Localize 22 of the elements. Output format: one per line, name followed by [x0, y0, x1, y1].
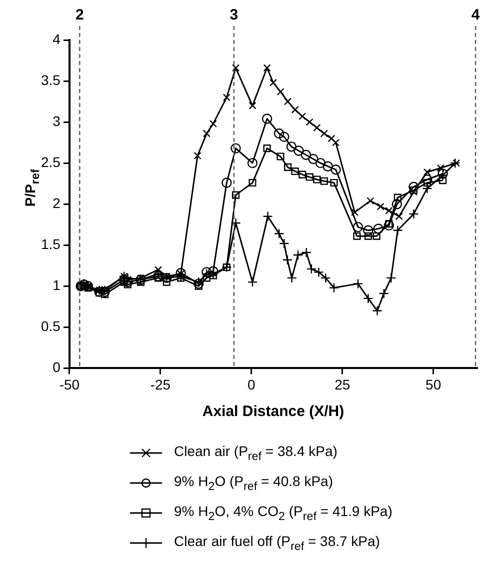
x-tick-label: 25 [334, 376, 350, 392]
text: 2 [75, 6, 84, 24]
y-tick-label: 4 [52, 30, 61, 47]
legend-label: 9% H$_{2}$O (P$_{ref}$ = 40.8 kPa) [174, 473, 333, 493]
legend-label: 9% H$_{2}$O, 4% CO$_{2}$ (P$_{ref}$ = 41.9 kPa) [174, 503, 392, 523]
y-tick-label: 1 [52, 277, 61, 294]
x-axis-title: Axial Distance (X/H) [202, 403, 344, 420]
y-tick-label: 3 [52, 112, 61, 129]
x-tick-label: 0 [248, 376, 256, 392]
y-tick-label: 3.5 [40, 72, 61, 88]
text: 3 [230, 6, 238, 24]
x-tick-label: -50 [59, 376, 80, 392]
x-tick-label: -25 [150, 376, 171, 392]
y-tick-label: 2 [52, 194, 61, 211]
x-tick-label: 50 [426, 376, 442, 392]
legend-label: Clear air fuel off (P$_{ref}$ = 38.7 kPa) [174, 533, 380, 553]
y-tick-label: 0.5 [40, 318, 61, 334]
legend-label: Clean air (P$_{ref}$ = 38.4 kPa) [174, 443, 338, 463]
y-tick-label: 0 [52, 359, 61, 376]
y-tick-label: 2.5 [40, 154, 61, 170]
text: 4 [471, 6, 480, 24]
y-tick-label: 1.5 [40, 236, 61, 252]
